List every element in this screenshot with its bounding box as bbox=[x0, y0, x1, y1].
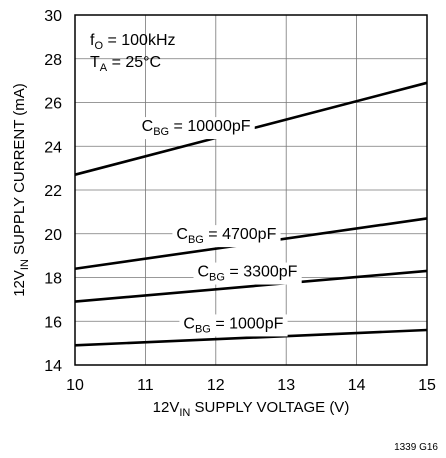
svg-text:CBG = 3300pF: CBG = 3300pF bbox=[197, 264, 297, 284]
plot-frame bbox=[74, 14, 428, 366]
y-tick-label: 14 bbox=[44, 358, 62, 375]
series-label-10000pf: CBG = 10000pF bbox=[137, 117, 255, 140]
y-tick-label: 24 bbox=[44, 139, 62, 156]
x-axis-label: 12VIN SUPPLY VOLTAGE (V) bbox=[153, 399, 350, 419]
x-tick-label: 10 bbox=[66, 377, 84, 394]
y-tick-label: 28 bbox=[44, 52, 62, 69]
y-tick-label: 30 bbox=[44, 8, 62, 25]
y-tick-label: 20 bbox=[44, 227, 62, 244]
y-axis-label: 12VIN SUPPLY CURRENT (mA) bbox=[11, 83, 31, 297]
condition-frequency: fO = 100kHz bbox=[90, 32, 176, 52]
svg-text:CBG = 4700pF: CBG = 4700pF bbox=[176, 226, 276, 246]
series-line-3 bbox=[74, 328, 428, 347]
x-tick-label: 13 bbox=[277, 377, 295, 394]
x-tick-label: 11 bbox=[137, 377, 154, 394]
series-label-4700pf: CBG = 4700pF bbox=[172, 225, 281, 248]
svg-text:CBG = 10000pF: CBG = 10000pF bbox=[142, 118, 251, 138]
x-tick-label: 12 bbox=[207, 377, 225, 394]
y-tick-label: 16 bbox=[44, 314, 62, 331]
x-tick-label: 14 bbox=[348, 377, 366, 394]
series-label-1000pf: CBG = 1000pF bbox=[179, 314, 288, 337]
svg-text:CBG = 1000pF: CBG = 1000pF bbox=[183, 315, 283, 335]
y-tick-label: 22 bbox=[44, 183, 62, 200]
tick-labels: 10 11 12 13 14 15 14 16 18 20 22 24 26 28 30 bbox=[44, 8, 436, 394]
y-tick-label: 26 bbox=[44, 96, 62, 113]
series-label-3300pf: CBG = 3300pF bbox=[193, 262, 302, 285]
condition-temperature: TA = 25°C bbox=[90, 54, 161, 74]
figure-id: 1339 G16 bbox=[394, 442, 438, 453]
x-tick-label: 15 bbox=[418, 377, 436, 394]
y-tick-label: 18 bbox=[44, 271, 62, 288]
series-line-2 bbox=[74, 269, 428, 303]
